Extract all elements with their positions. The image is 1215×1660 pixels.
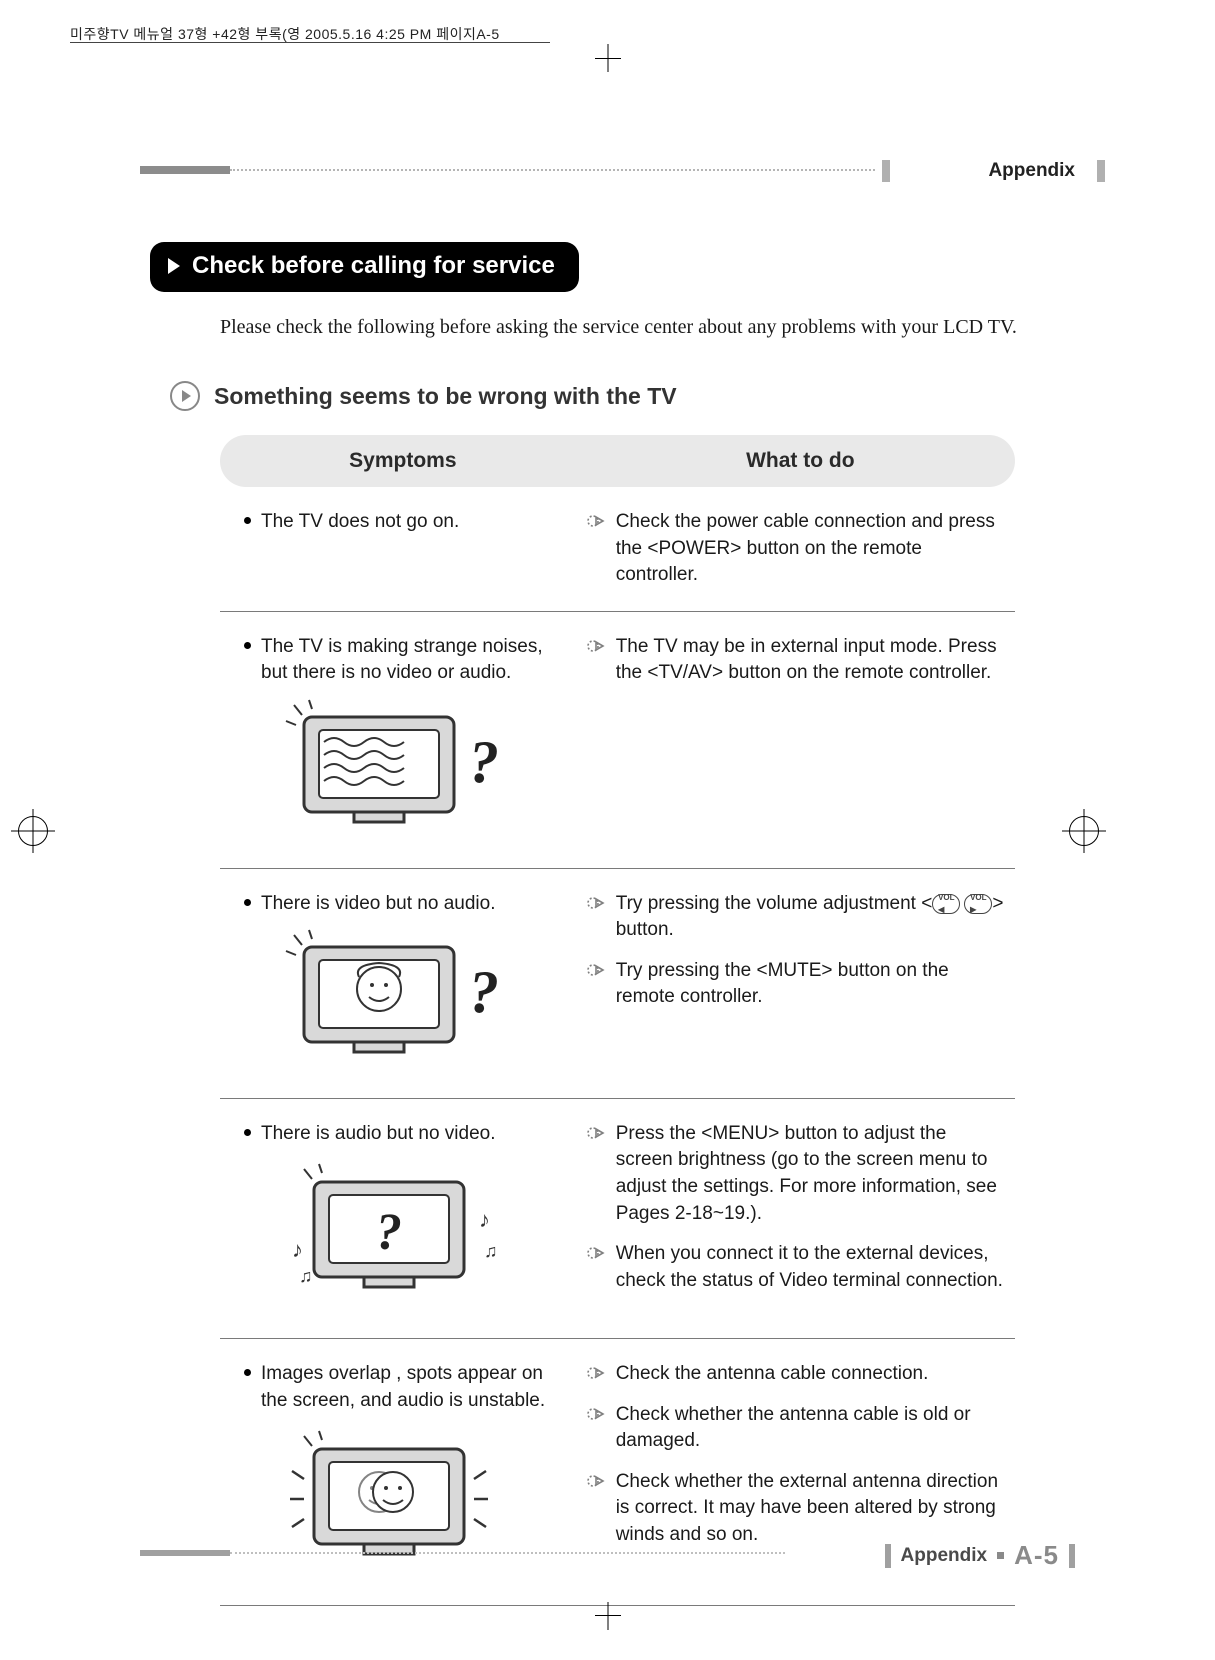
arrow-icon <box>586 636 606 656</box>
symptom-item: The TV does not go on. <box>244 509 568 536</box>
tv-video-no-audio-illustration: ? <box>284 927 514 1076</box>
svg-text:?: ? <box>469 729 499 795</box>
vol-button-icon: VOL◀VOL▶ <box>932 894 992 914</box>
symptom-text: Images overlap , spots appear on the scr… <box>261 1361 568 1414</box>
page-footer: Appendix A-5 <box>140 1540 1075 1570</box>
bullet-icon <box>244 1369 251 1376</box>
table-header-symptoms: Symptoms <box>220 449 586 473</box>
arrow-icon <box>586 1363 606 1383</box>
header-section-label: Appendix <box>976 160 1075 182</box>
solution-item: Try pressing the volume adjustment <VOL◀… <box>586 891 1005 944</box>
solution-text: Check the power cable connection and pre… <box>616 509 1005 589</box>
arrow-icon <box>586 1123 606 1143</box>
circle-arrow-icon <box>170 381 200 411</box>
troubleshooting-table: Symptoms What to do The TV does not go o… <box>220 435 1015 1606</box>
table-row: There is audio but no video. ? ♪ ♫ ♪ ♫ <box>220 1099 1015 1339</box>
solution-text: Check whether the antenna cable is old o… <box>616 1402 1005 1455</box>
subsection-heading-text: Something seems to be wrong with the TV <box>214 383 677 410</box>
solution-text: Try pressing the volume adjustment <VOL◀… <box>616 891 1005 944</box>
symptom-item: There is video but no audio. <box>244 891 568 918</box>
table-header: Symptoms What to do <box>220 435 1015 487</box>
bullet-icon <box>244 517 251 524</box>
print-job-header-rule <box>70 42 550 43</box>
symptom-item: The TV is making strange noises, but the… <box>244 634 568 687</box>
header-rule: Appendix <box>140 160 1075 182</box>
svg-text:?: ? <box>469 959 499 1025</box>
symptom-text: There is audio but no video. <box>261 1121 496 1148</box>
solution-text: Try pressing the <MUTE> button on the re… <box>616 958 1005 1011</box>
solution-item: Press the <MENU> button to adjust the sc… <box>586 1121 1005 1227</box>
arrow-icon <box>586 1471 606 1491</box>
svg-text:♪: ♪ <box>292 1237 303 1262</box>
intro-paragraph: Please check the following before asking… <box>220 314 1035 341</box>
section-title-pill: Check before calling for service <box>150 242 579 292</box>
solution-text: When you connect it to the external devi… <box>616 1241 1005 1294</box>
svg-text:♫: ♫ <box>484 1241 498 1261</box>
arrow-icon <box>586 960 606 980</box>
solution-text: The TV may be in external input mode. Pr… <box>616 634 1005 687</box>
table-row: The TV is making strange noises, but the… <box>220 612 1015 869</box>
solution-item: Check whether the antenna cable is old o… <box>586 1402 1005 1455</box>
footer-bar-icon <box>885 1544 891 1568</box>
tv-noise-illustration: ? <box>284 697 514 846</box>
footer-section-label: Appendix <box>901 1545 988 1567</box>
svg-text:♪: ♪ <box>479 1207 490 1232</box>
svg-text:♫: ♫ <box>299 1266 313 1286</box>
bullet-icon <box>244 642 251 649</box>
solution-text: Check whether the external antenna direc… <box>616 1469 1005 1549</box>
solution-item: Try pressing the <MUTE> button on the re… <box>586 958 1005 1011</box>
symptom-item: Images overlap , spots appear on the scr… <box>244 1361 568 1414</box>
solution-item: The TV may be in external input mode. Pr… <box>586 634 1005 687</box>
solution-item: Check the antenna cable connection. <box>586 1361 1005 1388</box>
table-row: The TV does not go on. Check the power c… <box>220 487 1015 612</box>
triangle-icon <box>168 258 180 274</box>
section-title-text: Check before calling for service <box>192 252 555 280</box>
svg-text:?: ? <box>376 1204 402 1261</box>
symptom-text: The TV is making strange noises, but the… <box>261 634 568 687</box>
tv-audio-no-video-illustration: ? ♪ ♫ ♪ ♫ <box>284 1157 514 1316</box>
solution-item: Check whether the external antenna direc… <box>586 1469 1005 1549</box>
table-header-whattodo: What to do <box>586 449 1015 473</box>
symptom-text: The TV does not go on. <box>261 509 459 536</box>
bullet-icon <box>244 1129 251 1136</box>
solution-item: When you connect it to the external devi… <box>586 1241 1005 1294</box>
page: 미주향TV 메뉴얼 37형 +42형 부록(영 2005.5.16 4:25 P… <box>0 0 1215 1660</box>
arrow-icon <box>586 893 606 913</box>
arrow-icon <box>586 1243 606 1263</box>
symptom-text: There is video but no audio. <box>261 891 496 918</box>
solution-item: Check the power cable connection and pre… <box>586 509 1005 589</box>
symptom-item: There is audio but no video. <box>244 1121 568 1148</box>
solution-text: Press the <MENU> button to adjust the sc… <box>616 1121 1005 1227</box>
footer-page-number: A-5 <box>1014 1540 1059 1571</box>
table-row: There is video but no audio. ? <box>220 869 1015 1099</box>
arrow-icon <box>586 1404 606 1424</box>
solution-text: Check the antenna cable connection. <box>616 1361 929 1388</box>
arrow-icon <box>586 511 606 531</box>
print-job-header: 미주향TV 메뉴얼 37형 +42형 부록(영 2005.5.16 4:25 P… <box>70 24 500 44</box>
footer-bar-icon <box>1069 1544 1075 1568</box>
bullet-icon <box>244 899 251 906</box>
subsection-heading: Something seems to be wrong with the TV <box>170 381 1075 411</box>
footer-square-icon <box>997 1552 1004 1559</box>
